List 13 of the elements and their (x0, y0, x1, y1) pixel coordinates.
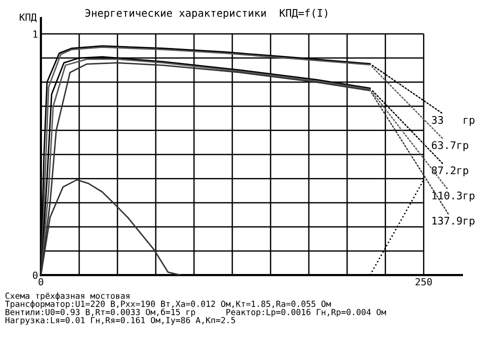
text: 33 гр (432, 116, 474, 126)
text: 137.9гр (432, 216, 474, 227)
text: 110.3гр (432, 192, 474, 202)
text: Нагрузка:Lя=0.01 Гн,Rя=0.161 Ом,Iу=86 А,Kп=2.5 (5, 316, 236, 325)
y-axis-title: КПД (20, 14, 37, 22)
text: Трансформатор:U1=220 В,Pxx=190 Вт,Xa=0.012 Ом,Kт=1.85,Ra=0.055 Ом (5, 300, 331, 309)
x-tick-label: 250 (416, 278, 432, 286)
y-tick-label: 1 (33, 30, 38, 38)
text: 63.7гр (432, 141, 468, 152)
text: Вентили:U0=0.93 В,Rт=0.0033 Ом,б=15 гр Реактор:Lp=0.0016 Гн,Rp=0.004 Ом (6, 308, 386, 317)
text: Схема трёхфазная мостовая (5, 292, 130, 300)
chart-title: Энергетические характеристики КПД=f(I) (85, 8, 328, 19)
text: 87.2гр (432, 166, 468, 176)
